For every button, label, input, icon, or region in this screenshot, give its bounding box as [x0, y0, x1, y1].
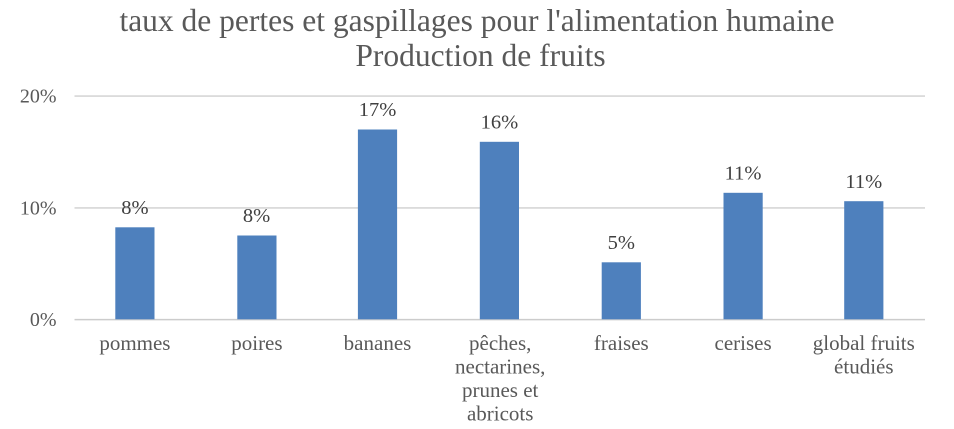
svg-text:pêches,: pêches,	[469, 331, 531, 355]
svg-text:16%: 16%	[481, 112, 519, 134]
svg-text:Production de fruits: Production de fruits	[355, 38, 605, 73]
svg-text:global fruits: global fruits	[813, 331, 915, 355]
svg-text:fraises: fraises	[594, 331, 649, 355]
svg-text:bananes: bananes	[344, 331, 412, 355]
svg-text:5%: 5%	[608, 232, 635, 254]
svg-text:pommes: pommes	[99, 331, 170, 355]
svg-text:étudiés: étudiés	[834, 354, 893, 378]
svg-text:20%: 20%	[20, 86, 57, 108]
svg-text:11%: 11%	[845, 171, 882, 193]
svg-text:taux de pertes et gaspillages: taux de pertes et gaspillages pour l'ali…	[119, 3, 834, 38]
svg-text:11%: 11%	[725, 163, 762, 185]
svg-text:abricots: abricots	[467, 401, 533, 425]
svg-text:nectarines,: nectarines,	[455, 354, 545, 378]
svg-text:8%: 8%	[121, 197, 148, 219]
svg-text:poires: poires	[231, 331, 282, 355]
svg-text:10%: 10%	[20, 197, 57, 219]
svg-text:17%: 17%	[359, 99, 397, 121]
svg-text:8%: 8%	[243, 205, 270, 227]
svg-text:prunes et: prunes et	[462, 378, 539, 402]
svg-text:cerises: cerises	[715, 331, 772, 355]
svg-text:0%: 0%	[30, 309, 57, 331]
